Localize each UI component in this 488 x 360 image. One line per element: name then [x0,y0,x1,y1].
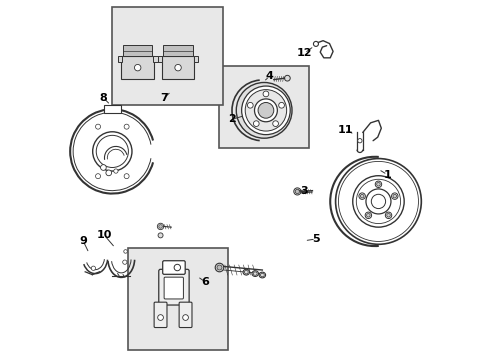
Bar [219,66,308,148]
Circle shape [241,86,290,135]
Circle shape [134,64,141,71]
Circle shape [158,233,163,238]
Circle shape [356,179,400,224]
Circle shape [253,121,259,126]
Circle shape [263,91,268,97]
Circle shape [374,181,381,188]
Bar [128,248,228,350]
FancyBboxPatch shape [163,261,185,274]
Circle shape [183,315,188,320]
Ellipse shape [259,272,265,278]
FancyBboxPatch shape [179,302,192,328]
Circle shape [386,213,389,217]
Circle shape [174,264,180,271]
Circle shape [360,194,363,198]
Circle shape [95,124,101,129]
Bar [118,56,122,63]
Text: 10: 10 [97,230,112,240]
Circle shape [272,121,278,126]
Circle shape [123,249,127,253]
Text: 12: 12 [296,48,312,58]
Text: 11: 11 [337,125,352,135]
Circle shape [122,260,127,264]
Text: 5: 5 [311,234,319,244]
Bar [158,56,162,63]
FancyBboxPatch shape [104,105,121,113]
Text: 2: 2 [228,114,235,124]
Circle shape [157,315,163,320]
Bar [121,56,154,79]
Text: 9: 9 [79,236,87,246]
Text: 8: 8 [100,93,107,103]
Bar [153,56,157,63]
Ellipse shape [243,269,249,275]
Circle shape [114,169,118,173]
Circle shape [293,188,300,195]
Circle shape [254,99,277,122]
Text: 3: 3 [300,186,308,196]
Circle shape [258,103,273,118]
Circle shape [278,102,284,108]
Text: 6: 6 [201,277,209,287]
Text: 4: 4 [265,71,273,81]
FancyBboxPatch shape [154,302,166,328]
Circle shape [284,75,290,81]
Bar [163,45,192,56]
Ellipse shape [251,271,258,276]
Circle shape [93,132,132,171]
Circle shape [391,193,397,199]
Ellipse shape [260,273,264,277]
Circle shape [335,158,421,244]
Circle shape [366,213,369,217]
FancyBboxPatch shape [159,269,189,305]
Circle shape [236,82,291,138]
Text: 1: 1 [383,170,390,180]
Circle shape [338,161,418,242]
Text: 7: 7 [160,93,168,103]
Circle shape [95,174,101,179]
Bar [123,45,152,56]
Circle shape [365,212,371,219]
Circle shape [124,174,129,179]
Circle shape [370,194,385,208]
Circle shape [96,135,128,167]
Circle shape [106,170,111,176]
Circle shape [244,90,286,131]
FancyBboxPatch shape [164,277,183,299]
Circle shape [358,193,365,199]
Circle shape [101,165,106,170]
Circle shape [175,64,181,71]
Circle shape [215,263,224,272]
Circle shape [376,183,380,186]
Circle shape [392,194,396,198]
Bar [193,56,198,63]
Ellipse shape [244,270,248,274]
Bar [112,7,223,105]
Ellipse shape [253,272,257,275]
Circle shape [365,189,390,214]
Circle shape [217,265,222,270]
Circle shape [247,102,253,108]
Circle shape [385,212,391,219]
Circle shape [357,139,361,143]
Circle shape [157,223,163,230]
Bar [162,56,194,79]
Circle shape [159,225,162,228]
Circle shape [295,189,299,194]
Circle shape [352,176,404,227]
Circle shape [313,41,318,46]
Circle shape [91,266,95,270]
Circle shape [124,124,129,129]
